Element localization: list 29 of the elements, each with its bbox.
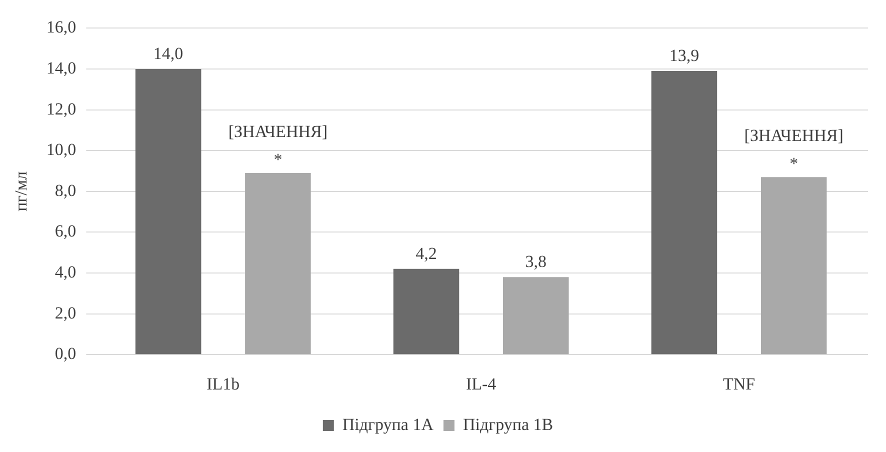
y-tick-label: 4,0 bbox=[54, 262, 76, 282]
bar bbox=[135, 69, 202, 354]
x-tick-label: IL1b bbox=[206, 374, 240, 394]
y-tick-label: 14,0 bbox=[46, 58, 76, 78]
bar bbox=[651, 71, 718, 354]
bar bbox=[245, 173, 311, 354]
x-tick-label: IL-4 bbox=[466, 374, 497, 394]
annotation: * bbox=[790, 154, 798, 174]
bar bbox=[503, 277, 569, 354]
data-label: 4,2 bbox=[416, 244, 437, 263]
data-label: 3,8 bbox=[525, 252, 547, 272]
y-tick-label: 2,0 bbox=[54, 303, 76, 322]
x-tick-label: TNF bbox=[722, 374, 756, 394]
data-label: 13,9 bbox=[669, 46, 700, 66]
y-tick-label: 10,0 bbox=[46, 140, 76, 160]
data-label: [ЗНАЧЕННЯ] bbox=[228, 122, 328, 142]
y-axis-title: пг/мл bbox=[12, 170, 31, 212]
data-label: 14,0 bbox=[153, 44, 184, 63]
legend-label: Підгрупа 1В bbox=[462, 414, 554, 434]
bar bbox=[393, 268, 460, 354]
data-label: [ЗНАЧЕННЯ] bbox=[744, 126, 844, 146]
y-tick-label: 6,0 bbox=[54, 222, 76, 241]
y-tick-label: 12,0 bbox=[46, 99, 76, 118]
legend-label: Підгрупа 1А bbox=[342, 414, 434, 434]
y-tick-label: 16,0 bbox=[46, 18, 76, 37]
y-tick-label: 0,0 bbox=[54, 344, 76, 364]
annotation: * bbox=[274, 150, 282, 170]
bar bbox=[760, 177, 827, 354]
y-tick-label: 8,0 bbox=[54, 180, 76, 200]
